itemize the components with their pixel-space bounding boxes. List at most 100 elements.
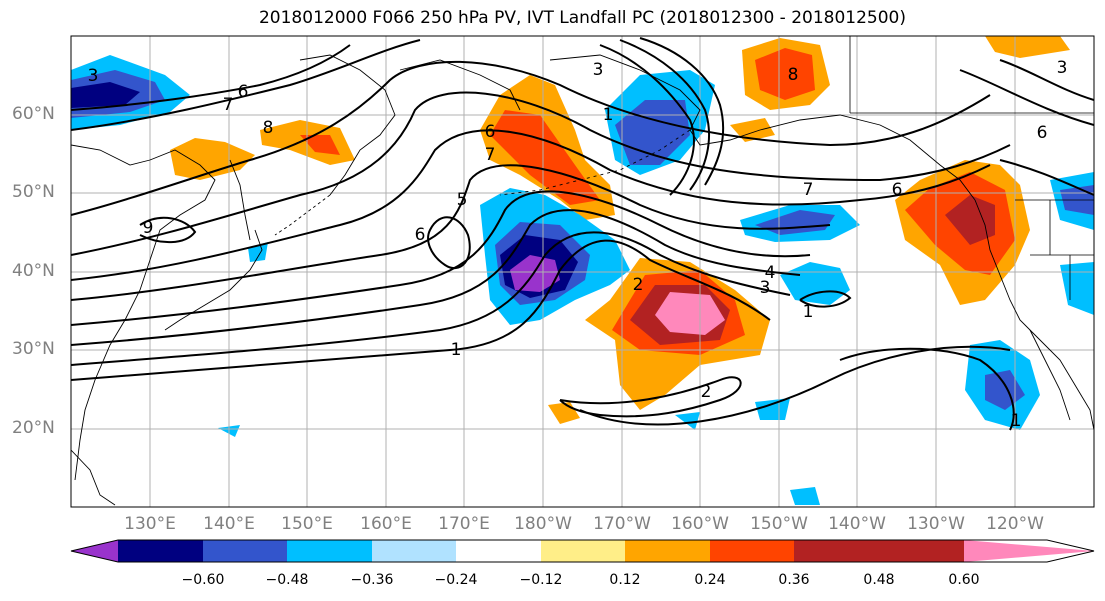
lon-label: 120°W: [986, 514, 1044, 534]
contour-2: [71, 231, 791, 366]
contour-label: 6: [415, 225, 426, 245]
pos-anomaly-okhotsk: [170, 138, 255, 180]
neg-anomaly-hawaii-1: [675, 412, 700, 430]
coast-baja: [1029, 329, 1071, 421]
colorbar-tick: 0.24: [694, 572, 726, 588]
coast-sakhalin: [229, 159, 251, 241]
lon-label: 150°W: [750, 514, 808, 534]
contour-label: 4: [765, 263, 776, 283]
lat-label: 30°N: [12, 339, 55, 359]
lon-label: 180°W: [514, 514, 572, 534]
lon-label: 170°E: [438, 514, 490, 534]
neg-anomaly-kamchatka-west-core: [71, 82, 140, 108]
contour-12: [619, 39, 711, 191]
contour-label: 1: [451, 340, 462, 360]
graticule: [71, 36, 1094, 507]
contour-10: [71, 44, 351, 111]
neg-anomaly-sw-us: [1060, 262, 1094, 315]
contour-11: [599, 44, 695, 196]
lon-label: 150°E: [281, 514, 333, 534]
lon-label: 160°W: [671, 514, 729, 534]
contour-label: 6: [485, 122, 496, 142]
contour-16: [839, 347, 1015, 431]
contour-22: [999, 159, 1094, 196]
lon-label: 130°W: [907, 514, 965, 534]
contour-label: 3: [593, 60, 604, 80]
contour-18: [139, 216, 197, 244]
contour-label: 6: [1037, 123, 1048, 143]
neg-anomaly-small-4: [790, 487, 820, 505]
lat-label: 50°N: [12, 182, 55, 202]
contour-label: 7: [223, 95, 234, 115]
colorbar-tick: −0.60: [181, 572, 225, 588]
contour-label: 6: [892, 180, 903, 200]
contour-17: [427, 216, 471, 270]
colorbar-tick: −0.36: [350, 572, 394, 588]
contour-6: [71, 129, 991, 281]
lon-label: 140°W: [828, 514, 886, 534]
colorbar-tick: 0.36: [778, 572, 810, 588]
colorbar-tick: 0.48: [863, 572, 895, 588]
contour-3: [71, 209, 801, 346]
contour-8: [71, 60, 991, 216]
coast-kurils: [274, 194, 331, 236]
plot-title: 2018012000 F066 250 hPa PV, IVT Landfall…: [258, 8, 906, 28]
coast-japan: [164, 229, 263, 331]
contour-1: [71, 239, 771, 381]
contour-label: 2: [701, 382, 712, 402]
colorbar-tick: 0.12: [609, 572, 641, 588]
coast-aleutians: [499, 129, 691, 196]
pos-anomaly-small-1: [548, 402, 580, 424]
contour-label: 3: [1057, 58, 1068, 78]
coast-north-america: [974, 199, 1094, 431]
coast-kamchatka: [299, 54, 396, 196]
colorbar-tick: −0.48: [265, 572, 309, 588]
contour-label: 2: [633, 275, 644, 295]
shaded-fields: [71, 36, 1094, 505]
lon-label: 130°E: [124, 514, 176, 534]
contour-label: 1: [603, 105, 614, 125]
coast-alaska: [549, 54, 976, 201]
map-frame: [70, 35, 1095, 508]
pos-anomaly-gulf-alaska-core: [755, 48, 815, 100]
contour-13: [639, 37, 725, 186]
contour-21: [959, 69, 1094, 126]
neg-anomaly-hawaii-2: [755, 398, 790, 420]
borders: [849, 36, 1094, 300]
contour-label: 8: [788, 65, 799, 85]
coast-philippines: [71, 449, 116, 506]
lon-label: 160°E: [360, 514, 412, 534]
colorbar-tick: −0.24: [434, 572, 478, 588]
lat-label: 40°N: [12, 261, 55, 281]
contour-label: 1: [803, 302, 814, 322]
contour-labels: 3 6 7 8 9 5 6 1 7 6 8 3 1 7 6 2 3 4 1 2 …: [88, 58, 1068, 431]
coast-asia: [71, 144, 216, 481]
lat-label: 20°N: [12, 418, 55, 438]
lat-label: 60°N: [12, 104, 55, 124]
contour-label: 7: [803, 180, 814, 200]
contour-14: [559, 376, 742, 418]
contour-5: [71, 164, 831, 301]
pos-anomaly-central-max: [655, 292, 725, 335]
pos-anomaly-north-corner: [985, 36, 1070, 58]
contour-label: 8: [263, 118, 274, 138]
lon-label: 140°E: [203, 514, 255, 534]
pos-anomaly-west-coast-inner: [945, 195, 995, 245]
contours: [71, 37, 1094, 431]
contour-label: 7: [485, 145, 496, 165]
contour-label: 3: [760, 278, 771, 298]
contour-19: [799, 290, 852, 308]
contour-label: 3: [88, 66, 99, 86]
lon-label: 170°W: [593, 514, 651, 534]
contour-4: [71, 190, 811, 326]
contour-label: 9: [143, 218, 154, 238]
contour-9: [71, 39, 421, 131]
neg-anomaly-dateline-core: [510, 255, 560, 292]
contour-label: 1: [1011, 411, 1022, 431]
colorbar-tick: −0.12: [519, 572, 563, 588]
contour-label: 5: [457, 190, 468, 210]
contour-7: [71, 91, 1011, 256]
neg-anomaly-subtropics-east: [780, 262, 850, 305]
pos-anomaly-okhotsk-east-core: [300, 135, 340, 155]
